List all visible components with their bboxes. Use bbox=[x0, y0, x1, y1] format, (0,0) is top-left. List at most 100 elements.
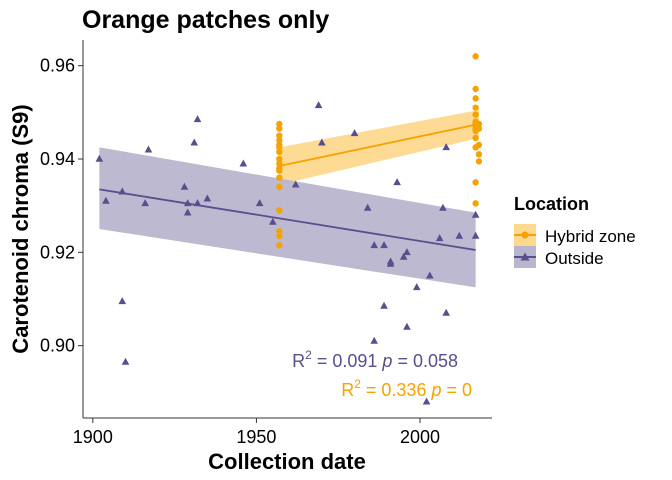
point-outside-7 bbox=[180, 182, 189, 190]
annotation-hybrid-r-sup: 2 bbox=[354, 377, 361, 391]
x-tick-label-1950: 1950 bbox=[236, 427, 276, 447]
point-outside-32 bbox=[412, 283, 421, 291]
y-axis-ticks: 0.90 0.92 0.94 0.96 bbox=[40, 56, 83, 356]
chart-title: Orange patches only bbox=[82, 6, 329, 34]
point-hybrid-zone-3 bbox=[276, 207, 283, 214]
confidence-band-hybrid-zone bbox=[279, 110, 479, 185]
point-hybrid-zone-9 bbox=[276, 155, 283, 163]
point-outside-6 bbox=[141, 199, 149, 207]
point-outside-20 bbox=[350, 129, 359, 137]
point-outside-38 bbox=[442, 143, 450, 151]
point-hybrid-zone-28 bbox=[472, 95, 479, 102]
point-outside-37 bbox=[442, 308, 450, 316]
legend-key-hybrid-marker bbox=[521, 231, 529, 239]
point-outside-23 bbox=[370, 336, 379, 344]
point-outside-29 bbox=[399, 252, 408, 260]
point-outside-18 bbox=[314, 101, 323, 109]
axes: 1900 1950 2000 0.90 0.92 0.94 0.96 bbox=[40, 40, 492, 447]
point-outside-28 bbox=[393, 178, 401, 186]
confidence-band-outside bbox=[99, 147, 476, 288]
point-outside-25 bbox=[380, 301, 388, 309]
y-tick-label-3: 0.96 bbox=[40, 56, 75, 76]
point-hybrid-zone-20 bbox=[472, 134, 479, 142]
point-hybrid-zone-34 bbox=[475, 125, 483, 132]
point-outside-10 bbox=[190, 138, 199, 146]
x-tick-label-2000: 2000 bbox=[400, 427, 440, 447]
point-hybrid-zone-16 bbox=[276, 120, 283, 128]
point-outside-13 bbox=[203, 194, 212, 202]
point-hybrid-zone-26 bbox=[472, 111, 479, 118]
point-outside-16 bbox=[268, 217, 277, 225]
point-outside-24 bbox=[380, 241, 388, 249]
point-hybrid-zone-31 bbox=[475, 158, 483, 165]
legend-key-outside-marker bbox=[520, 252, 530, 261]
plot-panel bbox=[95, 53, 483, 405]
legend-title: Location bbox=[514, 194, 589, 214]
point-outside-34 bbox=[426, 271, 434, 279]
annotation-hybrid-r-label: R bbox=[341, 380, 354, 400]
point-hybrid-zone-0 bbox=[276, 242, 283, 249]
point-outside-22 bbox=[370, 241, 379, 249]
point-outside-35 bbox=[435, 234, 444, 242]
point-hybrid-zone-13 bbox=[276, 137, 283, 144]
confidence-bands bbox=[99, 110, 479, 288]
point-hybrid-zone-27 bbox=[472, 104, 479, 111]
legend-label-hybrid-zone: Hybrid zone bbox=[545, 227, 636, 246]
annotation-outside-r-value: = 0.091 bbox=[312, 351, 383, 371]
point-outside-39 bbox=[455, 231, 464, 239]
point-outside-41 bbox=[471, 231, 480, 239]
legend-label-outside: Outside bbox=[545, 249, 604, 268]
point-outside-27 bbox=[386, 257, 395, 265]
annotation-hybrid-p-label: p bbox=[430, 380, 441, 400]
point-hybrid-zone-14 bbox=[276, 132, 283, 139]
data-points bbox=[95, 53, 483, 405]
point-outside-33 bbox=[422, 397, 431, 405]
point-outside-5 bbox=[144, 145, 153, 153]
annotation-hybrid: R2 = 0.336 p = 0 bbox=[341, 377, 472, 400]
point-hybrid-zone-30 bbox=[472, 53, 479, 60]
fit-lines bbox=[99, 123, 480, 251]
annotation-outside-r-label: R bbox=[292, 351, 305, 371]
point-hybrid-zone-29 bbox=[472, 85, 479, 93]
point-outside-40 bbox=[471, 210, 480, 218]
y-axis-title: Carotenoid chroma (S9) bbox=[8, 104, 33, 353]
point-outside-15 bbox=[255, 199, 264, 207]
annotation-outside-r-sup: 2 bbox=[305, 348, 312, 362]
point-hybrid-zone-10 bbox=[276, 148, 283, 156]
y-tick-label-2: 0.94 bbox=[40, 149, 75, 169]
point-hybrid-zone-5 bbox=[276, 174, 283, 181]
x-axis-ticks: 1900 1950 2000 bbox=[73, 418, 440, 447]
annotation-outside-p-label: p bbox=[381, 351, 392, 371]
x-axis-title: Collection date bbox=[208, 449, 366, 474]
x-tick-label-1900: 1900 bbox=[73, 427, 113, 447]
annotation-hybrid-r-value: = 0.336 bbox=[361, 380, 432, 400]
point-outside-11 bbox=[193, 115, 202, 123]
point-hybrid-zone-2 bbox=[276, 228, 283, 235]
point-hybrid-zone-17 bbox=[472, 200, 479, 207]
point-hybrid-zone-35 bbox=[475, 120, 483, 128]
annotation-outside: R2 = 0.091 p = 0.058 bbox=[292, 348, 458, 371]
point-outside-30 bbox=[403, 248, 411, 256]
point-hybrid-zone-33 bbox=[475, 141, 483, 149]
point-outside-14 bbox=[239, 159, 248, 167]
point-outside-1 bbox=[102, 196, 110, 204]
point-outside-36 bbox=[439, 203, 447, 211]
point-hybrid-zone-7 bbox=[276, 165, 283, 172]
point-outside-12 bbox=[193, 199, 202, 207]
point-outside-8 bbox=[183, 199, 192, 207]
point-hybrid-zone-1 bbox=[276, 232, 283, 240]
stats-annotations: R2 = 0.091 p = 0.058 R2 = 0.336 p = 0 bbox=[292, 348, 472, 400]
point-outside-9 bbox=[183, 208, 192, 216]
legend-item-hybrid-zone: Hybrid zone bbox=[514, 224, 636, 246]
point-outside-31 bbox=[403, 322, 411, 330]
point-hybrid-zone-12 bbox=[276, 141, 283, 149]
y-tick-label-1: 0.92 bbox=[40, 242, 75, 262]
fit-line-outside bbox=[99, 188, 476, 251]
point-hybrid-zone-32 bbox=[475, 151, 483, 158]
point-hybrid-zone-8 bbox=[276, 160, 283, 167]
legend-item-outside: Outside bbox=[514, 246, 604, 268]
annotation-outside-p-value: = 0.058 bbox=[392, 351, 458, 371]
point-hybrid-zone-4 bbox=[276, 183, 283, 191]
point-outside-0 bbox=[95, 154, 104, 162]
